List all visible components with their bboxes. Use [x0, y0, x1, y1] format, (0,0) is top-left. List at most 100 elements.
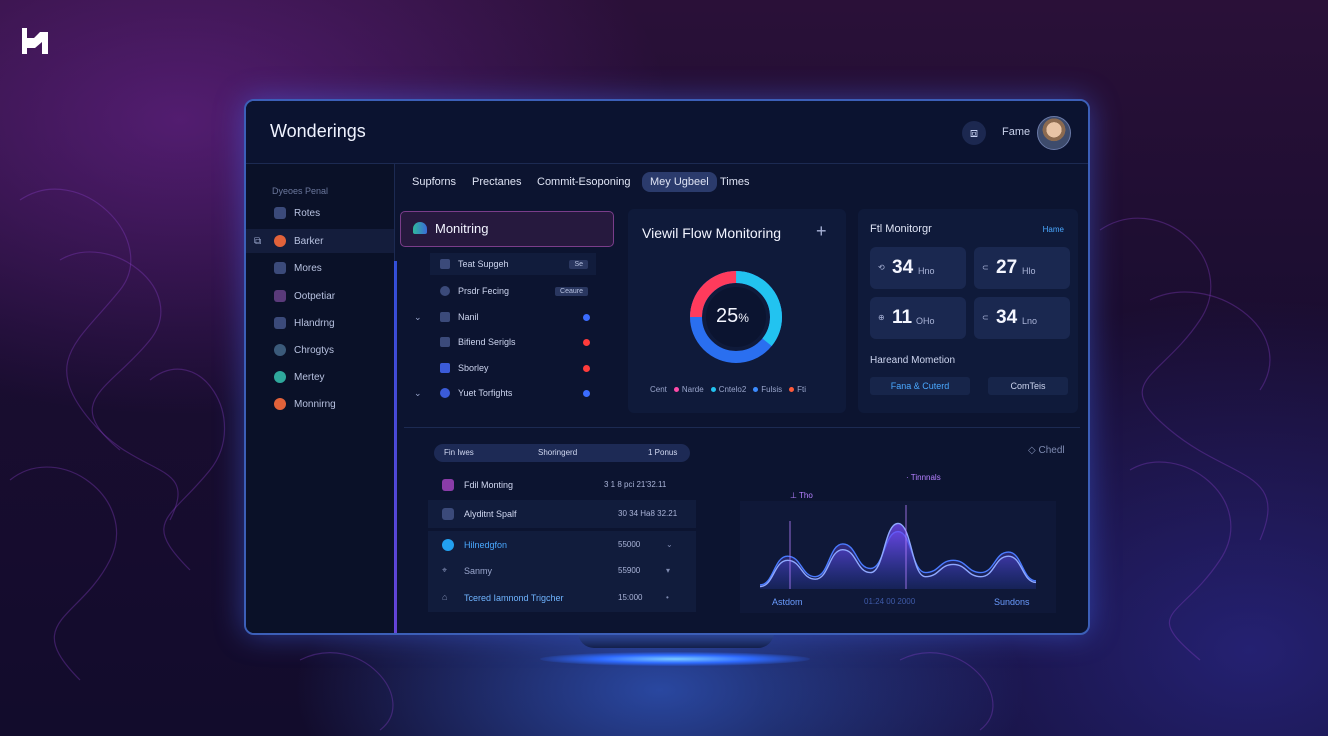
tree-item-label: Teat Supgeh	[458, 259, 509, 269]
sidebar-item-monnirng[interactable]: Monnirng	[246, 392, 394, 416]
tree-item[interactable]: ⌄ Yuet Torfights	[414, 382, 610, 404]
tab-mey-ugbeel[interactable]: Mey Ugbeel	[642, 172, 717, 192]
stat-card[interactable]: ⟲ 34 Hno	[870, 247, 966, 289]
stat-unit: Hno	[918, 266, 935, 276]
x-label: 01:24 00 2000	[864, 597, 916, 606]
table-row[interactable]: ⌂ Tcered Iamnond Trigcher 15:000 •	[428, 584, 696, 612]
sidebar-header: Dyeoes Penal	[272, 186, 329, 196]
sidebar-item-chrogtys[interactable]: Chrogtys	[246, 338, 394, 362]
tree-item-label: Yuet Torfights	[458, 388, 513, 398]
row-value: 30 34 Ha8 32.21	[618, 509, 678, 518]
tree-item[interactable]: Bifiend Serigls	[430, 331, 610, 353]
add-icon[interactable]: +	[816, 221, 827, 241]
legend-item: Fti	[789, 385, 806, 394]
stat-card[interactable]: ⊂ 34 Lno	[974, 297, 1070, 339]
user-name[interactable]: Fame	[1002, 126, 1031, 138]
stats-panel-title: Ftl Monitorgr	[870, 223, 932, 235]
alert-icon	[274, 398, 286, 410]
tree-item[interactable]: Teat Supgeh Se	[430, 253, 596, 275]
tree-item-icon	[440, 337, 450, 347]
tree-item-badge: Se	[569, 259, 588, 269]
legend-item: Cent	[650, 385, 667, 394]
column-header[interactable]: Fin Iwes	[444, 448, 474, 457]
tab-prectanes[interactable]: Prectanes	[472, 176, 522, 188]
donut-value: 25%	[716, 305, 749, 328]
tab-times[interactable]: Times	[720, 176, 750, 188]
sidebar-item-mertey[interactable]: Mertey	[246, 365, 394, 389]
chart-icon: ◇	[1028, 445, 1039, 456]
donut-panel-title: Viewil Flow Monitoring	[642, 225, 782, 241]
tree-item-badge: Ceaure	[555, 286, 588, 296]
brand-logo-icon	[22, 28, 48, 54]
avatar[interactable]	[1037, 116, 1071, 150]
stat-card[interactable]: ⊕ 11 OHo	[870, 297, 966, 339]
donut-value-unit: %	[738, 311, 749, 325]
chevron-down-icon[interactable]: ⌄	[414, 311, 422, 322]
table-row[interactable]: Hilnedgfon 55000 ⌄	[428, 531, 696, 559]
status-dot	[583, 364, 590, 372]
stats-panel-link[interactable]: Hame	[1042, 225, 1064, 234]
row-label: Alyditnt Spalf	[464, 509, 517, 519]
section-divider	[404, 427, 1080, 428]
tab-bar: Supforns Prectanes Commit-Esoponing Mey …	[396, 164, 1088, 200]
sidebar-item-label: Hlandrng	[294, 317, 335, 329]
x-label: Sundons	[994, 597, 1030, 607]
dashboard-window: Wonderings ⧈ Fame Dyeoes Penal Rotes ⧉ B…	[244, 99, 1090, 635]
chart-label-text: Chedl	[1038, 445, 1065, 456]
top-bar: Wonderings ⧈ Fame	[246, 101, 1088, 164]
stat-card[interactable]: ⊂ 27 Hlo	[974, 247, 1070, 289]
tag-icon: ⌖	[442, 565, 448, 575]
legend-label: Fulsis	[761, 385, 783, 394]
table-row[interactable]: Fdil Monting 3 1 8 pci 21'32.11	[428, 471, 696, 499]
sidebar-item-hlandrng[interactable]: Hlandrng	[246, 311, 394, 335]
tree-item[interactable]: Sborley	[430, 357, 610, 379]
sidebar-item-mores[interactable]: Mores	[246, 256, 394, 280]
circle-icon	[274, 235, 286, 247]
status-dot	[583, 389, 590, 397]
image-icon	[274, 290, 286, 302]
sidebar-item-rotes[interactable]: Rotes	[246, 201, 394, 225]
sidebar-item-label: Chrogtys	[294, 344, 335, 356]
stats-panel: Ftl Monitorgr Hame ⟲ 34 Hno ⊂ 27 Hlo ⊕ 1…	[858, 209, 1078, 413]
stat-value: 34	[892, 257, 914, 278]
sidebar-item-label: Rotes	[294, 207, 321, 219]
column-header[interactable]: 1 Ponus	[648, 448, 678, 457]
tab-supforns[interactable]: Supforns	[412, 176, 457, 188]
annotation-marker: ·	[906, 473, 911, 482]
comteis-button[interactable]: ComTeis	[988, 377, 1068, 395]
globe-icon	[274, 371, 286, 383]
tree-item[interactable]: Prsdr Fecing Ceaure	[430, 280, 596, 302]
table-row[interactable]: ⌖ Sanmy 55900 ▾	[428, 557, 696, 585]
chevron-down-icon[interactable]: ⌄	[414, 387, 422, 398]
area-series-fill	[760, 523, 1036, 589]
sidebar-item-barker[interactable]: ⧉ Barker	[246, 229, 394, 253]
sidebar-item-label: Ootpetiar	[294, 290, 336, 302]
chevron-down-icon[interactable]: ⌄	[666, 540, 673, 549]
sidebar-item-label: Mores	[294, 262, 322, 274]
row-value: 55900	[618, 566, 641, 575]
sidebar-item-ootpetiar[interactable]: Ootpetiar	[246, 284, 394, 308]
stat-unit: OHo	[916, 316, 935, 326]
column-header[interactable]: Shoringerd	[538, 448, 578, 457]
stat-unit: Hlo	[1022, 266, 1036, 276]
donut-panel: Viewil Flow Monitoring + 25% Cent Narde …	[628, 209, 846, 413]
tree-item[interactable]: ⌄ Nanil	[414, 306, 610, 328]
fana-cuterd-button[interactable]: Fana & Cuterd	[870, 377, 970, 395]
caret-down-icon[interactable]: ▾	[666, 566, 671, 575]
stand-glow	[540, 652, 810, 666]
bullet-icon: •	[666, 593, 669, 602]
annotation-text: Tho	[799, 491, 813, 500]
legend-label: Cntelo2	[718, 385, 747, 394]
notifications-icon[interactable]: ⧈	[962, 121, 986, 145]
row-label: Fdil Monting	[464, 480, 514, 490]
row-label: Sanmy	[464, 566, 493, 576]
stat-value: 11	[892, 307, 913, 328]
monitoring-header[interactable]: Monitring	[400, 211, 614, 247]
stat-unit: Lno	[1022, 316, 1038, 326]
tab-commit-esoponing[interactable]: Commit-Esoponing	[537, 176, 631, 188]
lock-icon: ⌂	[442, 592, 448, 602]
plus-circle-icon: ⊕	[878, 313, 885, 322]
table-row[interactable]: Alyditnt Spalf 30 34 Ha8 32.21	[428, 500, 696, 528]
copy-icon: ⧉	[254, 235, 262, 247]
legend-label: Fti	[797, 385, 807, 394]
